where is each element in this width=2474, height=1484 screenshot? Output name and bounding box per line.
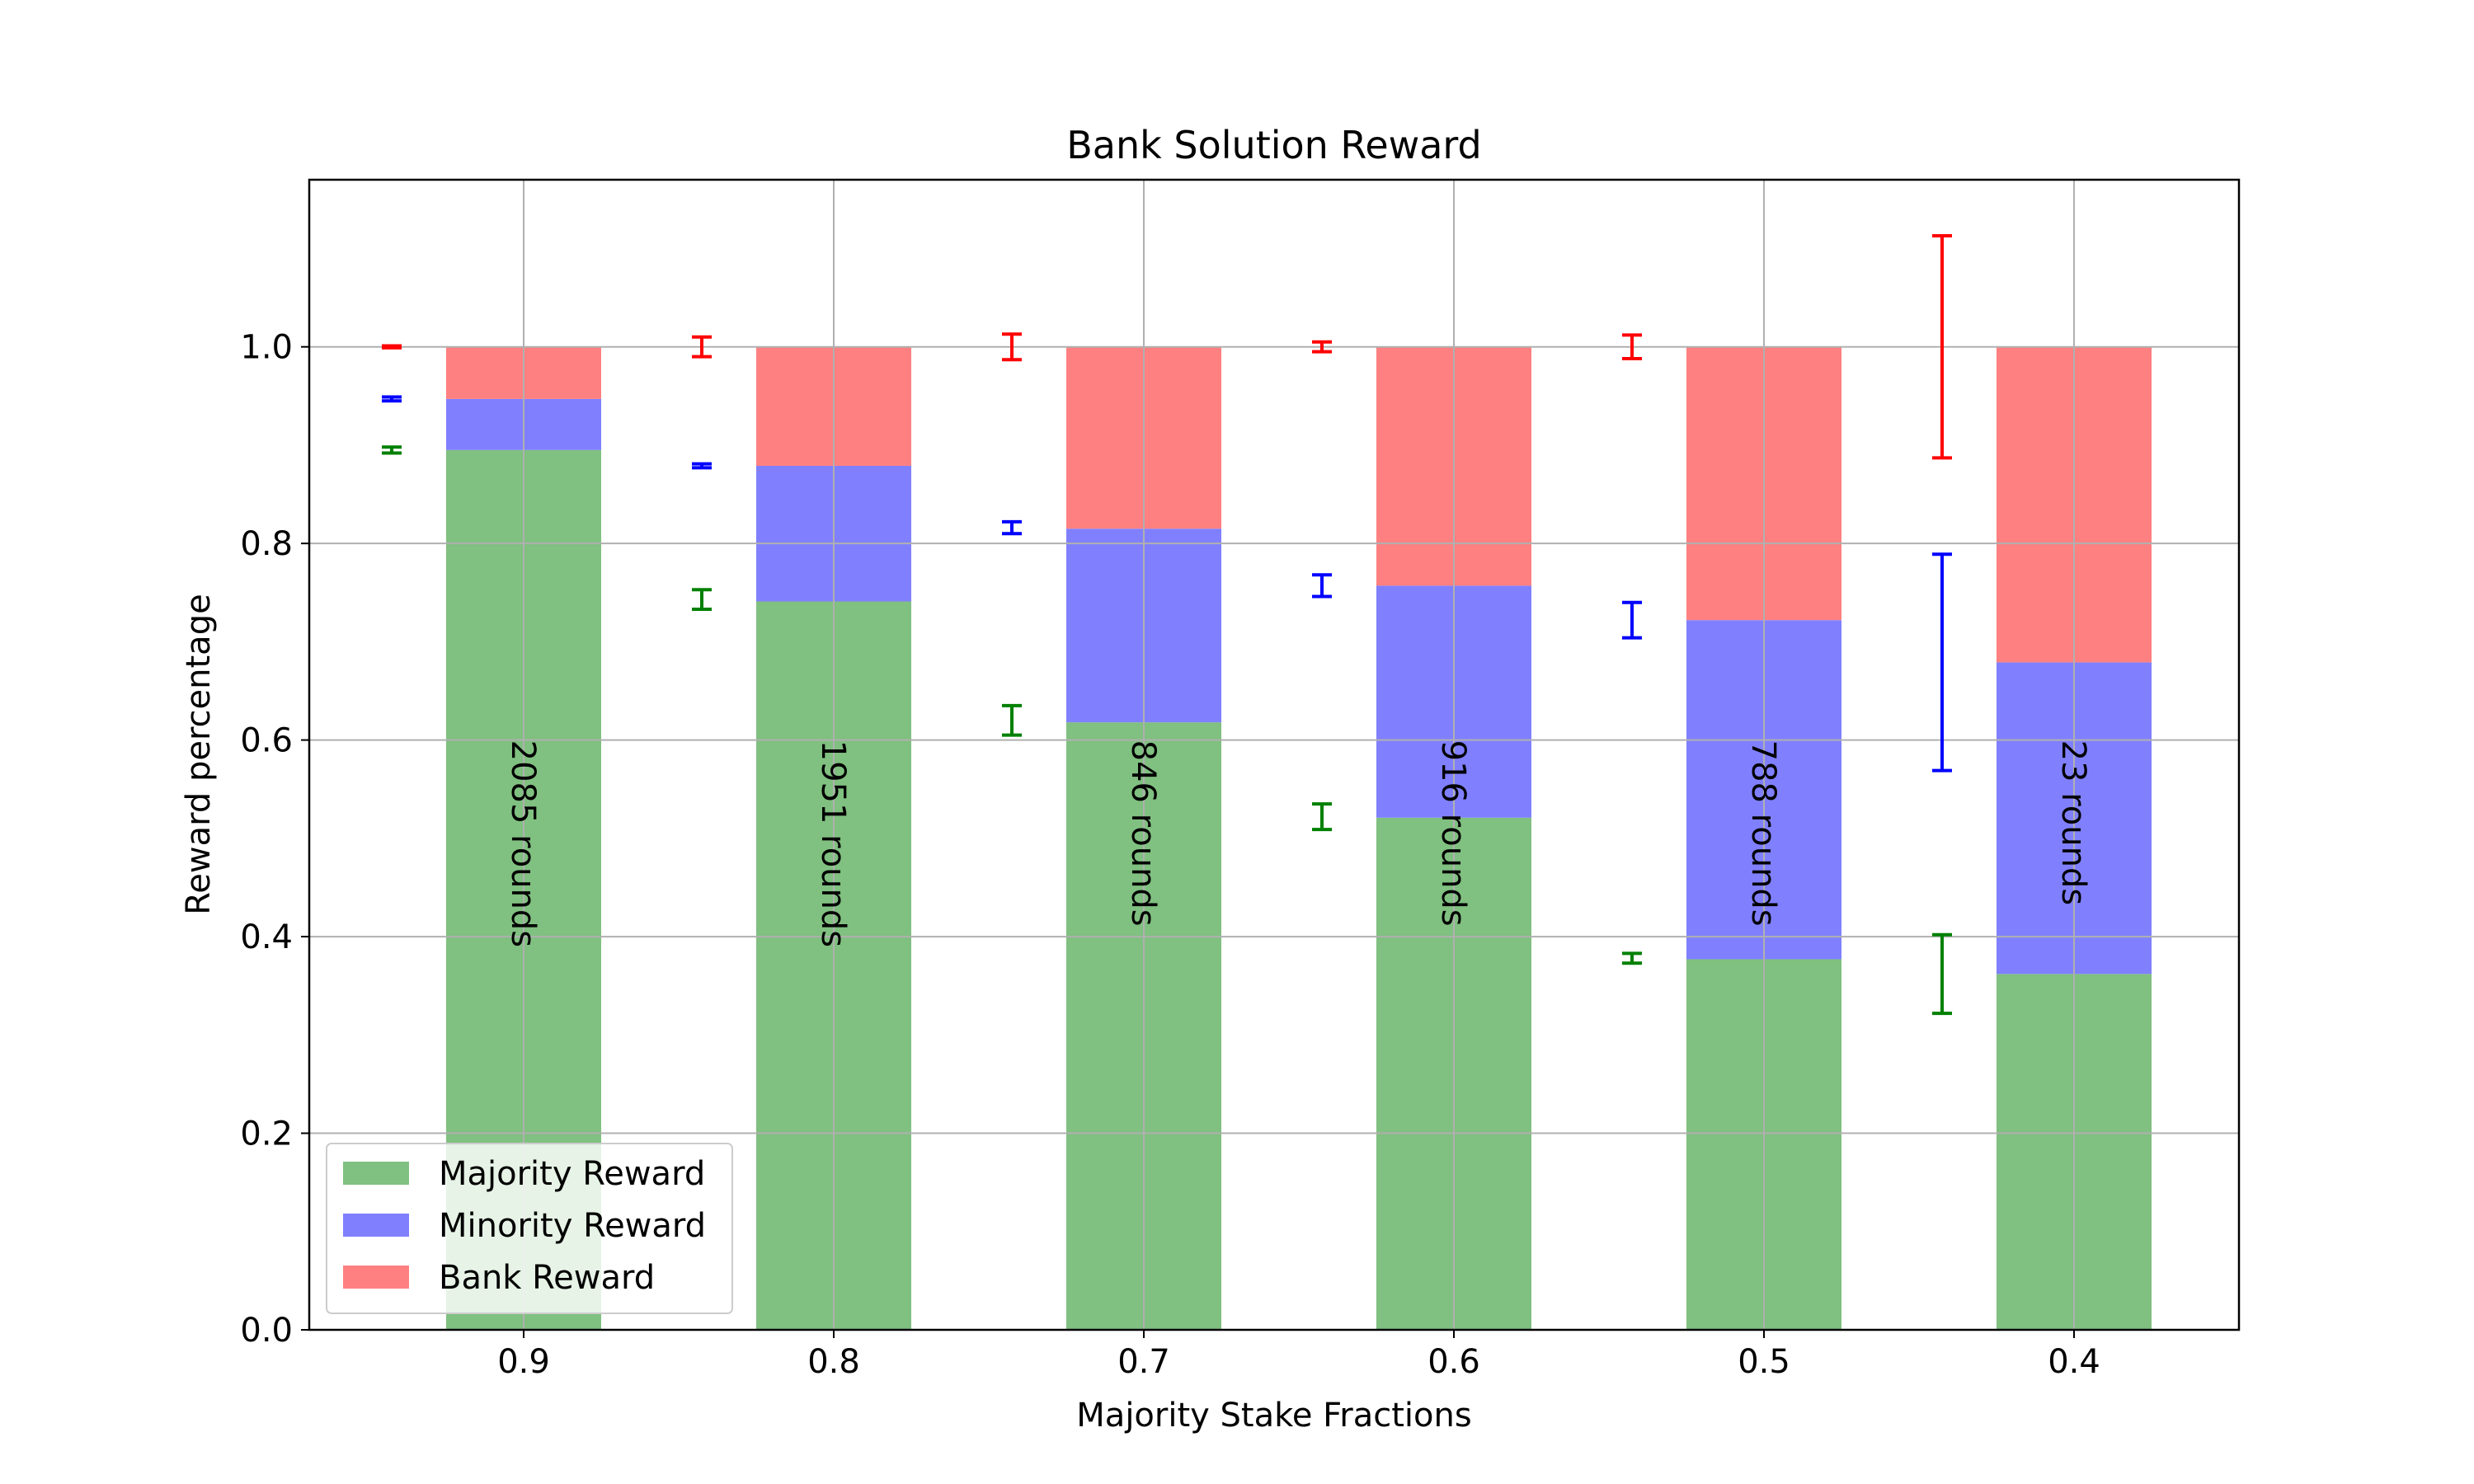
y-tick-label: 0.8 — [240, 525, 293, 563]
rounds-annotation: 846 rounds — [1124, 740, 1162, 927]
rounds-annotation: 1951 rounds — [814, 740, 852, 947]
x-tick-label: 0.6 — [1427, 1343, 1480, 1381]
legend-swatch-majority — [343, 1162, 409, 1185]
x-axis-label: Majority Stake Fractions — [1076, 1397, 1471, 1435]
x-tick-label: 0.4 — [2048, 1343, 2100, 1381]
x-tick-label: 0.8 — [807, 1343, 860, 1381]
rounds-annotation: 788 rounds — [1744, 740, 1782, 927]
chart-title: Bank Solution Reward — [1066, 123, 1481, 167]
rounds-annotation: 916 rounds — [1434, 740, 1472, 927]
x-tick-label: 0.5 — [1738, 1343, 1790, 1381]
y-tick-label: 1.0 — [240, 329, 293, 367]
y-tick-label: 0.6 — [240, 722, 293, 760]
annotation-layer: 2085 rounds 1951 rounds 846 rounds 916 roun… — [504, 740, 2092, 947]
legend-box — [326, 1143, 733, 1314]
legend-label-minority: Minority Reward — [439, 1207, 706, 1245]
legend-label-majority: Majority Reward — [439, 1155, 705, 1193]
y-tick-label: 0.0 — [240, 1312, 293, 1350]
x-tick-label: 0.9 — [497, 1343, 550, 1381]
tick-layer: 0.0 0.2 0.4 0.6 0.8 1.0 0.9 0.8 0.7 0.6 0.5 0.4 — [240, 329, 2100, 1381]
y-axis-label: Reward percentage — [180, 594, 218, 914]
legend: Majority Reward Minority Reward Bank Rew… — [326, 1143, 733, 1314]
errorbar-layer — [382, 233, 1952, 1016]
rounds-annotation: 2085 rounds — [504, 740, 542, 947]
y-tick-label: 0.2 — [240, 1115, 293, 1153]
rounds-annotation: 23 rounds — [2054, 740, 2092, 906]
x-tick-label: 0.7 — [1117, 1343, 1170, 1381]
y-tick-label: 0.4 — [240, 918, 293, 956]
legend-swatch-minority — [343, 1214, 409, 1237]
plot-frame — [308, 178, 2241, 1331]
legend-swatch-bank — [343, 1266, 409, 1289]
legend-label-bank: Bank Reward — [439, 1259, 655, 1297]
